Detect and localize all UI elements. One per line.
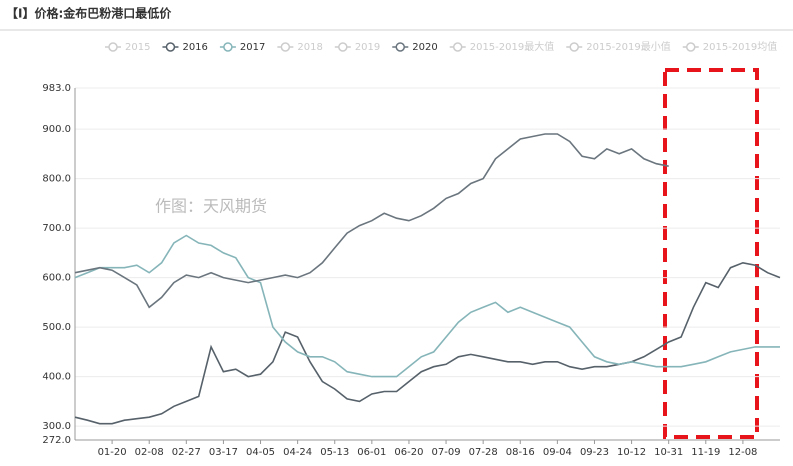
x-tick-label: 12-08 <box>728 447 757 458</box>
series-line <box>74 133 669 309</box>
legend-label: 2015-2019最大值 <box>470 40 555 53</box>
x-tick-label: 01-20 <box>98 447 127 458</box>
x-tick-label: 04-05 <box>246 447 275 458</box>
x-tick-label: 06-01 <box>357 447 386 458</box>
x-tick-label: 09-04 <box>543 447 572 458</box>
legend-icon <box>395 42 406 52</box>
chart-title: 【I】价格:金布巴粉港口最低价 <box>6 6 172 21</box>
x-tick-label: 11-19 <box>691 447 720 458</box>
legend-icon <box>686 42 696 52</box>
watermark: 作图：天风期货 <box>155 197 267 216</box>
x-tick-label: 04-24 <box>283 447 312 458</box>
y-tick-label: 800.0 <box>42 174 71 185</box>
highlight-box <box>663 68 759 439</box>
x-tick-label: 07-09 <box>432 447 461 458</box>
x-tick-label: 02-08 <box>135 447 164 458</box>
legend-label: 2018 <box>297 42 322 53</box>
legend-icon <box>338 42 348 52</box>
x-tick-label: 08-16 <box>506 447 535 458</box>
x-tick-label: 06-20 <box>394 447 423 458</box>
legend-label: 2015 <box>125 42 150 53</box>
x-tick-label: 02-27 <box>172 447 201 458</box>
y-tick-label: 300.0 <box>42 421 71 432</box>
x-tick-label: 10-12 <box>617 447 646 458</box>
y-tick-label: 900.0 <box>42 124 71 135</box>
legend-icon <box>165 42 176 52</box>
x-tick-label: 09-23 <box>580 447 609 458</box>
x-tick-label: 05-13 <box>320 447 349 458</box>
y-tick-label: 272.0 <box>42 435 71 446</box>
x-tick-label: 07-28 <box>469 447 498 458</box>
legend-label: 2017 <box>240 42 265 53</box>
legend-icon <box>223 42 233 52</box>
legend-icon <box>108 42 118 52</box>
series-line <box>74 234 780 378</box>
y-tick-label: 500.0 <box>42 322 71 333</box>
y-tick-label: 400.0 <box>42 372 71 383</box>
legend-label: 2016 <box>182 42 207 53</box>
legend-icon <box>452 42 463 52</box>
legend-label: 2015-2019最小值 <box>586 40 671 53</box>
legend-label: 2020 <box>412 42 437 53</box>
legend-icon <box>280 42 291 52</box>
y-tick-label: 600.0 <box>42 273 71 284</box>
series-line <box>74 261 781 425</box>
x-tick-label: 10-31 <box>654 447 683 458</box>
legend-icon <box>569 42 579 52</box>
legend-label: 2015-2019均值 <box>703 40 778 53</box>
legend-label: 2019 <box>355 42 380 53</box>
y-tick-label: 700.0 <box>42 223 71 234</box>
x-tick-label: 03-17 <box>209 447 238 458</box>
y-tick-label: 983.0 <box>42 83 71 94</box>
